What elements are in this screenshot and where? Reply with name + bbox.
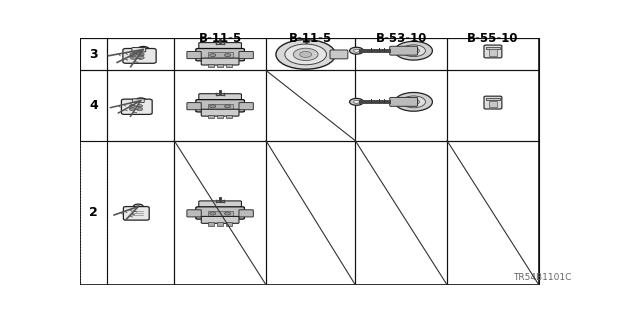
Circle shape <box>395 92 433 111</box>
FancyBboxPatch shape <box>196 207 244 219</box>
Bar <box>355 38 447 70</box>
FancyBboxPatch shape <box>201 216 239 223</box>
Bar <box>208 52 232 58</box>
Bar <box>489 100 497 107</box>
Bar <box>355 70 447 141</box>
FancyBboxPatch shape <box>239 52 253 59</box>
Bar <box>208 115 214 118</box>
Circle shape <box>225 105 230 108</box>
Circle shape <box>349 98 364 105</box>
Bar <box>80 141 108 285</box>
Text: B-11-5: B-11-5 <box>198 32 242 45</box>
FancyBboxPatch shape <box>201 109 239 116</box>
Circle shape <box>137 108 143 111</box>
Bar <box>266 38 355 70</box>
Bar <box>217 222 223 226</box>
FancyBboxPatch shape <box>199 43 241 52</box>
Circle shape <box>210 212 216 215</box>
FancyBboxPatch shape <box>122 99 152 115</box>
Circle shape <box>129 105 135 108</box>
Circle shape <box>408 99 419 105</box>
Bar <box>208 222 214 226</box>
FancyBboxPatch shape <box>187 52 201 59</box>
Bar <box>208 104 232 109</box>
Bar <box>108 141 174 285</box>
Circle shape <box>402 96 426 108</box>
Bar <box>108 38 174 70</box>
Circle shape <box>293 48 318 60</box>
Circle shape <box>285 44 326 65</box>
Bar <box>108 70 174 141</box>
Circle shape <box>408 48 419 54</box>
Circle shape <box>276 40 335 69</box>
Circle shape <box>137 105 143 108</box>
Circle shape <box>395 41 433 60</box>
Bar <box>208 64 214 67</box>
Text: 2: 2 <box>89 206 98 219</box>
Circle shape <box>210 105 216 108</box>
Bar <box>174 70 266 141</box>
Circle shape <box>353 49 360 52</box>
Bar <box>226 115 232 118</box>
Circle shape <box>210 54 216 57</box>
Bar <box>447 70 539 141</box>
FancyBboxPatch shape <box>187 210 201 217</box>
Circle shape <box>353 100 360 103</box>
Bar <box>447 141 539 285</box>
FancyBboxPatch shape <box>124 207 149 220</box>
Bar <box>355 141 447 285</box>
Bar <box>226 222 232 226</box>
Text: 3: 3 <box>90 48 98 61</box>
Circle shape <box>129 108 135 111</box>
Circle shape <box>133 204 143 209</box>
FancyBboxPatch shape <box>199 201 241 210</box>
Circle shape <box>130 53 137 56</box>
FancyBboxPatch shape <box>132 47 146 52</box>
Bar <box>486 98 500 100</box>
Circle shape <box>130 56 137 59</box>
Text: 4: 4 <box>89 99 98 112</box>
Text: B-53-10: B-53-10 <box>376 32 427 45</box>
Circle shape <box>225 54 230 57</box>
Text: B-11-5: B-11-5 <box>289 32 332 45</box>
FancyBboxPatch shape <box>239 103 253 110</box>
Bar <box>217 115 223 118</box>
Circle shape <box>138 56 144 59</box>
FancyBboxPatch shape <box>390 46 417 55</box>
Bar <box>489 50 497 56</box>
FancyBboxPatch shape <box>201 58 239 65</box>
Bar <box>174 141 266 285</box>
Circle shape <box>300 52 312 57</box>
Bar <box>217 64 223 67</box>
Text: TR54B1101C: TR54B1101C <box>513 273 571 282</box>
Bar <box>303 39 308 42</box>
Circle shape <box>349 47 364 54</box>
Bar <box>266 141 355 285</box>
Text: B-55-10: B-55-10 <box>467 32 518 45</box>
Bar <box>447 38 539 70</box>
FancyBboxPatch shape <box>123 49 156 63</box>
FancyBboxPatch shape <box>330 50 348 59</box>
Bar <box>226 64 232 67</box>
Bar <box>486 47 500 49</box>
FancyBboxPatch shape <box>196 100 244 112</box>
Bar <box>208 211 232 216</box>
Circle shape <box>138 46 149 52</box>
Circle shape <box>225 212 230 215</box>
Circle shape <box>135 98 146 103</box>
FancyBboxPatch shape <box>484 96 502 109</box>
Circle shape <box>402 45 426 57</box>
FancyBboxPatch shape <box>196 49 244 61</box>
FancyBboxPatch shape <box>239 210 253 217</box>
Bar <box>80 38 108 70</box>
Bar <box>174 38 266 70</box>
FancyBboxPatch shape <box>484 45 502 58</box>
FancyBboxPatch shape <box>187 103 201 110</box>
Bar <box>266 70 355 141</box>
Circle shape <box>138 53 144 56</box>
FancyBboxPatch shape <box>390 97 417 106</box>
FancyBboxPatch shape <box>199 94 241 103</box>
Bar <box>80 70 108 141</box>
FancyBboxPatch shape <box>132 99 144 103</box>
